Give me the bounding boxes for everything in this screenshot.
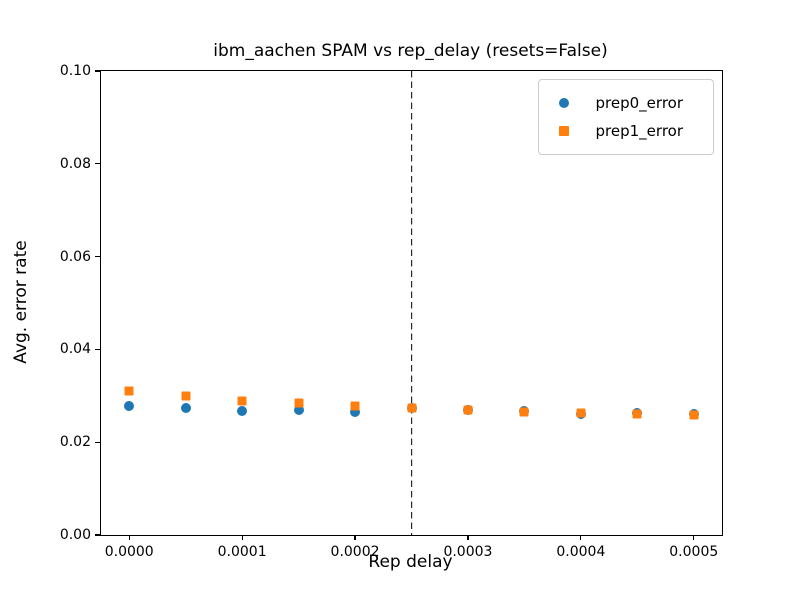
x-tick-label: 0.0003: [443, 544, 493, 560]
prep1-square-marker-icon: [558, 126, 569, 136]
prep1_error-point: [519, 407, 529, 417]
x-tick-mark: [354, 535, 356, 540]
prep1_error-point: [407, 403, 416, 413]
prep0_error-point: [237, 406, 248, 417]
x-tick-mark: [128, 535, 130, 540]
x-tick-label: 0.0000: [104, 544, 154, 560]
prep0_error-point: [180, 402, 191, 413]
y-tick-mark: [95, 534, 100, 536]
prep0_error-point: [350, 407, 361, 418]
x-tick-mark: [693, 535, 695, 540]
prep0_error-point: [124, 401, 135, 412]
legend-entry-prep0: prep0_error: [558, 89, 697, 117]
legend-entry-prep1: prep1_error: [558, 117, 697, 145]
y-tick-mark: [95, 441, 100, 443]
legend: prep0_error prep1_error: [537, 79, 714, 155]
prep0-circle-marker-icon: [558, 98, 569, 108]
legend-label-prep0: prep0_error: [595, 94, 683, 112]
y-tick-label: 0.00: [59, 527, 91, 543]
x-tick-mark: [241, 535, 243, 540]
x-tick-label: 0.0005: [669, 544, 719, 560]
y-tick-mark: [95, 348, 100, 350]
y-axis-label: Avg. error rate: [11, 240, 31, 364]
y-tick-label: 0.02: [59, 434, 91, 451]
x-tick-mark: [580, 535, 582, 540]
legend-label-prep1: prep1_error: [595, 122, 683, 140]
prep1_error-point: [463, 405, 473, 415]
prep1_error-point: [689, 410, 699, 420]
vertical-dashed-line: [410, 71, 413, 535]
prep1_error-point: [576, 408, 586, 418]
x-tick-mark: [467, 535, 469, 540]
prep1_error-point: [181, 391, 191, 401]
prep1_error-point: [350, 401, 360, 411]
y-tick-label: 0.08: [59, 155, 91, 172]
prep0_error-point: [293, 404, 304, 415]
prep1_error-point: [237, 396, 247, 406]
y-tick-label: 0.04: [59, 341, 91, 358]
x-tick-label: 0.0004: [556, 544, 606, 560]
y-tick-mark: [95, 256, 100, 258]
y-tick-mark: [95, 163, 100, 165]
y-tick-label: 0.06: [59, 248, 91, 265]
prep1_error-point: [124, 386, 134, 396]
y-tick-label: 0.10: [59, 63, 91, 79]
prep1_error-point: [294, 398, 304, 408]
x-tick-label: 0.0002: [330, 544, 380, 560]
plot-area: 0.0000 0.0001 0.0002 0.0003 0.0004 0.0005 0.00…: [60, 63, 723, 560]
y-tick-mark: [95, 70, 100, 72]
x-tick-label: 0.0001: [217, 544, 267, 560]
chart-title: ibm_aachen SPAM vs rep_delay (resets=Fal…: [213, 41, 608, 61]
x-axis-label: Rep delay: [368, 552, 453, 572]
prep1_error-point: [632, 409, 642, 419]
